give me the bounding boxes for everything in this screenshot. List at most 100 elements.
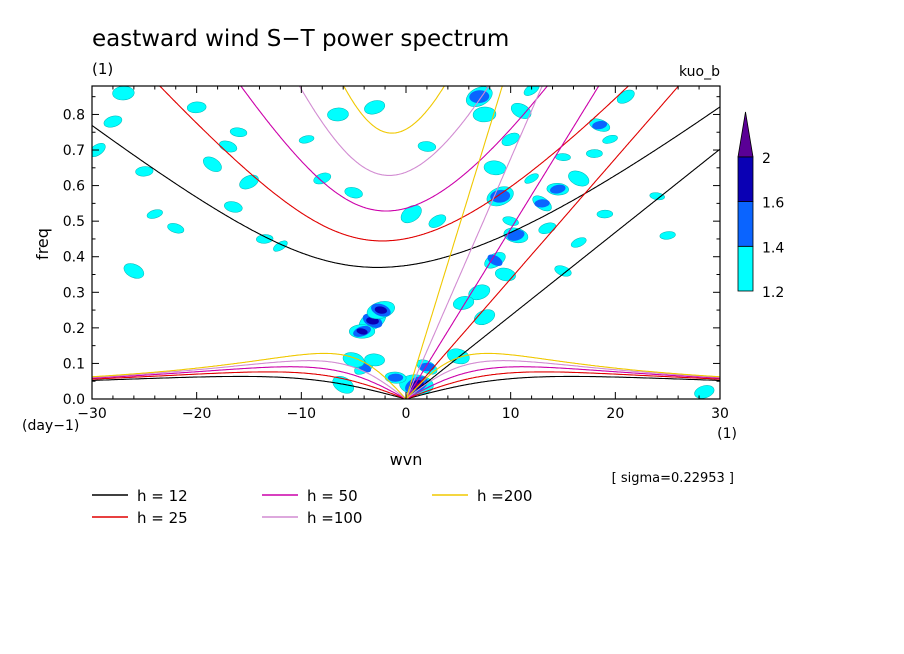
sigma-note: [ sigma=0.22953 ] xyxy=(612,471,734,486)
contour-blob xyxy=(348,324,376,339)
contour-blob xyxy=(428,214,447,228)
x-tick-label: 20 xyxy=(606,406,624,422)
dispersion-curve xyxy=(92,366,720,399)
x-tick-label: −10 xyxy=(287,406,317,422)
contour-blob xyxy=(229,127,248,138)
dispersion-curve xyxy=(405,86,600,399)
contour-blob xyxy=(616,89,635,104)
dispersion-curve xyxy=(240,86,548,212)
x-axis-unit: (1) xyxy=(717,426,737,442)
contour-blob xyxy=(186,101,207,114)
subtitle-left: (1) xyxy=(92,60,113,78)
y-tick-label: 0.8 xyxy=(63,107,85,123)
contour-blob xyxy=(452,296,475,310)
contour-blob xyxy=(364,100,386,115)
legend-entry: h =200 xyxy=(432,487,532,505)
contour-blob xyxy=(167,223,185,234)
y-tick-label: 0.5 xyxy=(63,214,85,230)
legend-entry: h = 25 xyxy=(92,509,188,527)
x-tick-label: 30 xyxy=(711,406,729,422)
contour-blob xyxy=(146,209,163,219)
legend-entry: h = 50 xyxy=(262,487,358,505)
contour-blob xyxy=(327,107,349,122)
dispersion-curve xyxy=(405,86,503,399)
y-tick-label: 0.1 xyxy=(63,356,85,372)
y-tick-label: 0.4 xyxy=(63,250,85,266)
contour-blob xyxy=(417,141,437,152)
colorbar-label: 1.4 xyxy=(762,240,784,256)
y-tick-label: 0.3 xyxy=(63,285,85,301)
plot-background xyxy=(92,86,720,399)
dispersion-curve xyxy=(298,86,490,176)
colorbar-label: 2 xyxy=(762,151,771,167)
colorbar-segment xyxy=(737,201,754,247)
contour-blob xyxy=(472,106,497,123)
contour-blob xyxy=(524,173,539,184)
colorbar-top-arrow xyxy=(737,111,754,158)
x-axis-label: wvn xyxy=(390,450,423,469)
contour-blob xyxy=(224,201,243,213)
chart-title: eastward wind S−T power spectrum xyxy=(92,26,509,52)
contour-blob xyxy=(694,385,715,399)
colorbar-label: 1.2 xyxy=(762,285,784,301)
dispersion-curve xyxy=(92,106,720,268)
axis-ticks: −30 −20 −10 0 10 20 30 0.0 0.1 0.2 0.3 0.4 0.5 0.6 0.7… xyxy=(63,86,729,422)
dispersion-curve xyxy=(92,371,720,399)
colorbar-segment xyxy=(737,156,754,202)
subtitle-right: kuo_b xyxy=(679,64,720,80)
contour-blob xyxy=(366,301,395,320)
contour-blob xyxy=(589,118,611,132)
contour-blob xyxy=(239,174,259,190)
dispersion-curve xyxy=(343,86,445,134)
x-tick-label: −30 xyxy=(77,406,107,422)
contour-blob xyxy=(546,182,569,196)
y-tick-label: 0.0 xyxy=(63,392,85,408)
legend-label: h =200 xyxy=(477,487,532,505)
colorbar-segment xyxy=(737,245,754,292)
y-tick-label: 0.6 xyxy=(63,179,85,195)
contour-blob xyxy=(484,252,506,269)
contour-blob xyxy=(495,267,516,282)
contour-blob xyxy=(123,263,145,279)
y-axis-unit: (day−1) xyxy=(22,418,79,434)
contour-blob xyxy=(568,170,590,187)
contour-blob xyxy=(298,135,315,144)
y-axis-label: freq xyxy=(33,228,52,260)
contour-blob xyxy=(586,149,603,158)
legend-label: h = 12 xyxy=(137,487,188,505)
dispersion-curve xyxy=(405,86,543,399)
legend-label: h = 25 xyxy=(137,509,188,527)
dispersion-curves xyxy=(92,86,720,399)
contour-blob xyxy=(135,166,154,177)
contour-blob xyxy=(602,134,618,144)
legend-entry: h = 12 xyxy=(92,487,188,505)
dispersion-curve xyxy=(92,352,720,399)
contour-blob xyxy=(256,234,274,244)
dispersion-curve xyxy=(92,360,720,399)
legend: h = 12 h = 25 h = 50 h =100 h =200 xyxy=(92,487,532,527)
colorbar-label: 1.6 xyxy=(762,196,784,212)
legend-label: h =100 xyxy=(307,509,362,527)
contour-blob xyxy=(202,156,222,172)
x-tick-label: −20 xyxy=(182,406,212,422)
contour-blob xyxy=(596,209,614,219)
x-tick-label: 0 xyxy=(402,406,411,422)
contour-blob xyxy=(344,187,363,199)
contour-blob xyxy=(501,132,520,146)
contour-blob xyxy=(103,115,123,128)
y-tick-label: 0.7 xyxy=(63,143,85,159)
contour-blob xyxy=(364,353,385,367)
y-tick-label: 0.2 xyxy=(63,321,85,337)
dispersion-curve xyxy=(158,86,630,242)
contour-blob xyxy=(510,102,532,119)
colorbar: 1.2 1.4 1.6 2 xyxy=(737,111,784,301)
dispersion-curve xyxy=(92,375,720,399)
dispersion-curve xyxy=(405,86,680,399)
legend-label: h = 50 xyxy=(307,487,358,505)
legend-entry: h =100 xyxy=(262,509,362,527)
contour-blob xyxy=(570,237,587,248)
contour-blob xyxy=(416,359,438,375)
contour-blob xyxy=(473,309,496,326)
contour-blob xyxy=(332,375,354,394)
